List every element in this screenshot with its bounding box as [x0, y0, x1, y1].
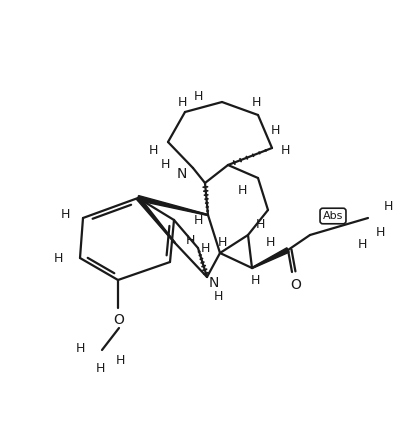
Text: O: O: [114, 313, 124, 327]
Text: N: N: [209, 276, 219, 290]
Text: H: H: [255, 218, 265, 232]
Text: H: H: [200, 242, 210, 254]
Text: H: H: [217, 235, 227, 248]
Text: N: N: [177, 167, 187, 181]
Text: H: H: [148, 143, 158, 156]
Polygon shape: [252, 248, 289, 268]
Text: H: H: [265, 237, 275, 249]
Text: H: H: [160, 159, 170, 171]
Polygon shape: [137, 197, 175, 243]
Text: H: H: [280, 143, 290, 156]
Text: H: H: [357, 237, 367, 251]
Text: H: H: [177, 97, 187, 109]
Text: H: H: [193, 214, 203, 226]
Text: O: O: [290, 278, 301, 292]
Text: H: H: [60, 209, 69, 221]
Text: H: H: [95, 362, 105, 374]
Text: H: H: [75, 341, 85, 354]
Text: H: H: [375, 226, 385, 238]
Text: H: H: [53, 251, 63, 265]
Polygon shape: [137, 195, 208, 215]
Text: H: H: [383, 200, 393, 212]
Text: H: H: [251, 95, 261, 109]
Text: Abs: Abs: [323, 211, 343, 221]
Text: H: H: [115, 354, 125, 366]
Text: H: H: [270, 123, 280, 137]
Text: H: H: [193, 89, 203, 103]
Text: H: H: [250, 273, 260, 287]
Text: H: H: [213, 290, 223, 304]
Text: H: H: [237, 184, 247, 196]
Text: H: H: [185, 234, 195, 246]
